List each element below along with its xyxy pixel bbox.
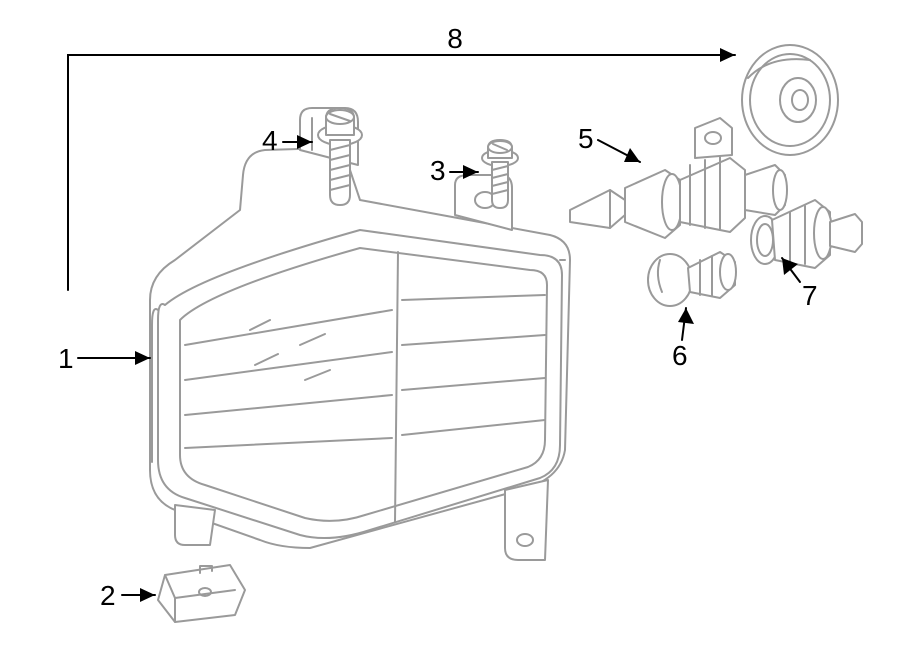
callout-8-label: 8 (447, 23, 463, 54)
callout-2-label: 2 (100, 580, 116, 611)
retainer-clip (158, 565, 245, 622)
signal-bulb (648, 252, 736, 306)
callout-1-label: 1 (58, 343, 74, 374)
callout-5-label: 5 (578, 123, 594, 154)
parts-diagram: 8 1 2 3 4 5 6 7 (0, 0, 900, 661)
callout-4-label: 4 (262, 125, 278, 156)
dust-cap (742, 45, 838, 155)
callout-7-label: 7 (802, 280, 818, 311)
callout-6-label: 6 (672, 340, 688, 371)
callout-3-label: 3 (430, 155, 446, 186)
